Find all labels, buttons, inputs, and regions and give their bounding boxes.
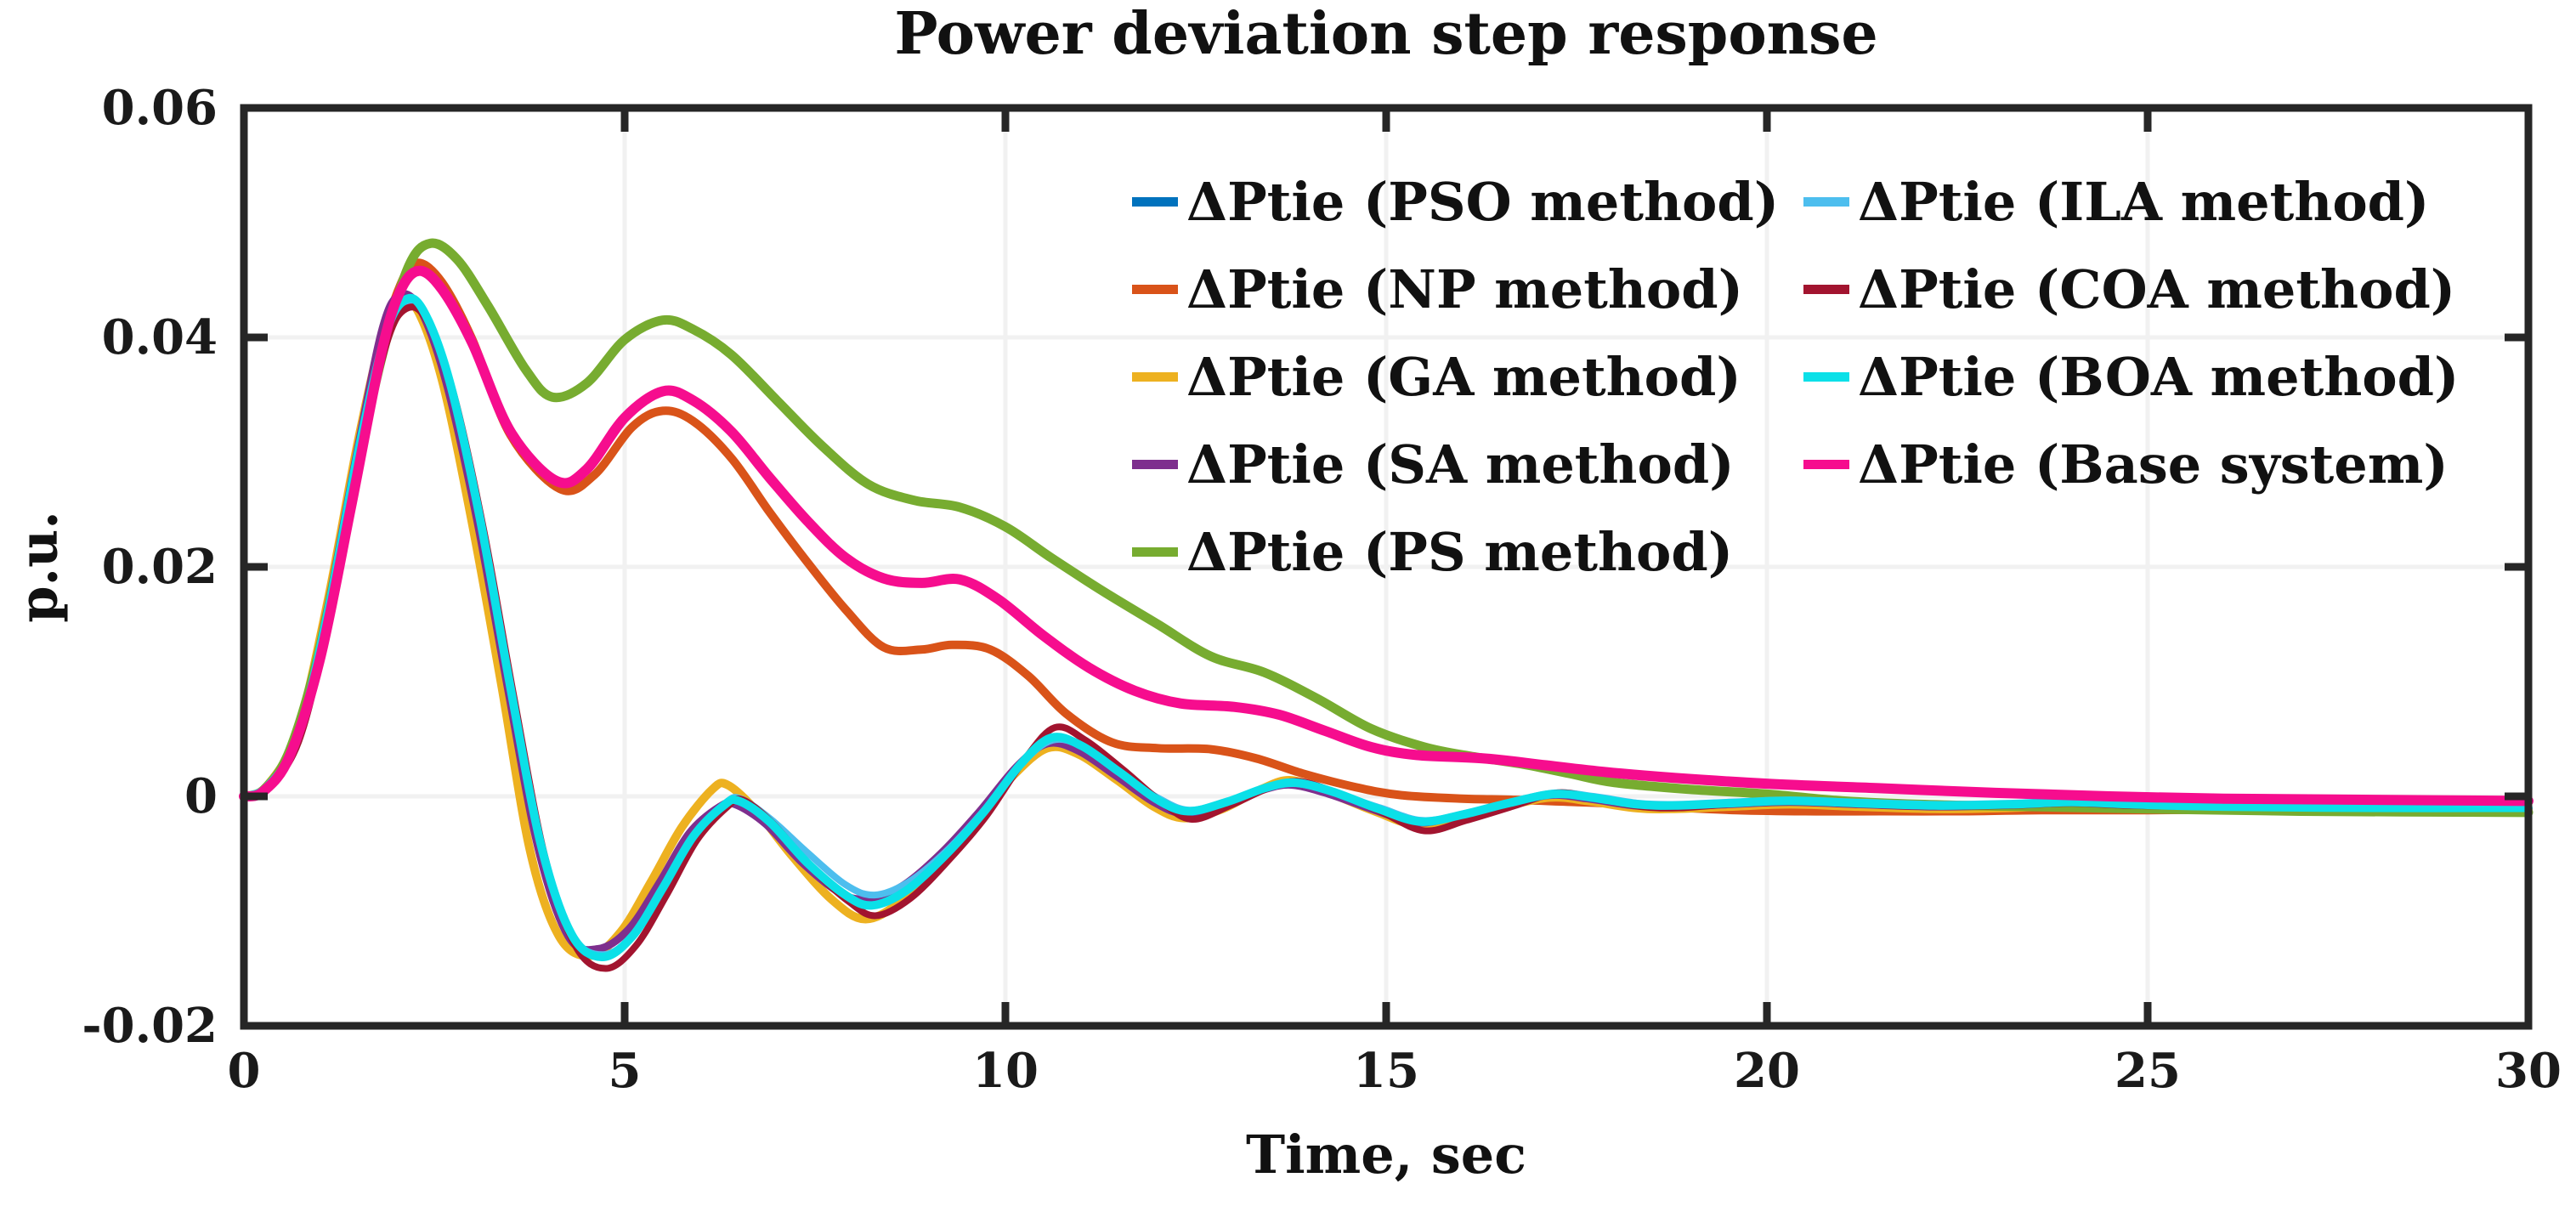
series-curve[interactable] [240, 258, 2533, 816]
x-tick-label: 20 [1734, 1043, 1800, 1099]
legend-item-sa[interactable]: ΔPtie (SA method) [1132, 421, 1779, 508]
y-tick-label: 0.06 [101, 80, 218, 136]
legend-item-np[interactable]: ΔPtie (NP method) [1132, 246, 1779, 333]
x-axis-label: Time, sec [1245, 1124, 1526, 1186]
legend-line-swatch-ila [1803, 197, 1849, 207]
chart-title: Power deviation step response [894, 0, 1878, 68]
legend-line-swatch-np [1132, 285, 1178, 294]
legend-label-sa: ΔPtie (SA method) [1186, 433, 1735, 495]
legend-item-ila[interactable]: ΔPtie (ILA method) [1803, 158, 2459, 246]
legend-line-swatch-coa [1803, 285, 1849, 294]
legend-line-swatch-ga [1132, 372, 1178, 382]
legend-item-boa[interactable]: ΔPtie (BOA method) [1803, 333, 2459, 421]
legend-item-ps[interactable]: ΔPtie (PS method) [1132, 508, 1779, 596]
legend-line-swatch-ps [1132, 547, 1178, 557]
legend-line-swatch-pso [1132, 197, 1178, 207]
legend-line-swatch-boa [1803, 372, 1849, 382]
legend-label-boa: ΔPtie (BOA method) [1858, 346, 2460, 408]
legend-item-pso[interactable]: ΔPtie (PSO method) [1132, 158, 1779, 246]
legend-item-ga[interactable]: ΔPtie (GA method) [1132, 333, 1779, 421]
series-curve[interactable] [240, 293, 2533, 961]
legend-column-1: ΔPtie (PSO method) ΔPtie (NP method) ΔPt… [1132, 158, 1779, 596]
legend-line-swatch-base [1803, 460, 1849, 469]
legend-column-2: ΔPtie (ILA method) ΔPtie (COA method) ΔP… [1803, 158, 2459, 508]
y-tick-label: 0 [184, 768, 218, 824]
legend-line-swatch-sa [1132, 460, 1178, 469]
x-tick-label: 0 [227, 1043, 261, 1099]
y-tick-label: 0.02 [101, 539, 218, 595]
y-axis-label: p.u. [7, 511, 70, 623]
series-curve[interactable] [239, 265, 2534, 807]
legend-label-ga: ΔPtie (GA method) [1186, 346, 1741, 408]
series-curves [239, 238, 2534, 972]
x-tick-label: 25 [2115, 1043, 2181, 1099]
legend-item-base[interactable]: ΔPtie (Base system) [1803, 421, 2459, 508]
legend-item-coa[interactable]: ΔPtie (COA method) [1803, 246, 2459, 333]
legend-label-ps: ΔPtie (PS method) [1186, 521, 1734, 583]
axes-frame [240, 104, 2533, 1030]
x-tick-label: 10 [972, 1043, 1039, 1099]
legend-label-base: ΔPtie (Base system) [1858, 433, 2449, 495]
legend-label-pso: ΔPtie (PSO method) [1186, 171, 1780, 233]
legend-label-coa: ΔPtie (COA method) [1858, 258, 2456, 320]
legend-label-np: ΔPtie (NP method) [1186, 258, 1743, 320]
x-tick-label: 30 [2495, 1043, 2562, 1099]
x-tick-label: 5 [608, 1043, 642, 1099]
legend-label-ila: ΔPtie (ILA method) [1858, 171, 2430, 233]
y-tick-label: 0.04 [101, 309, 218, 365]
y-tick-label: -0.02 [82, 998, 218, 1054]
x-tick-label: 15 [1353, 1043, 1419, 1099]
